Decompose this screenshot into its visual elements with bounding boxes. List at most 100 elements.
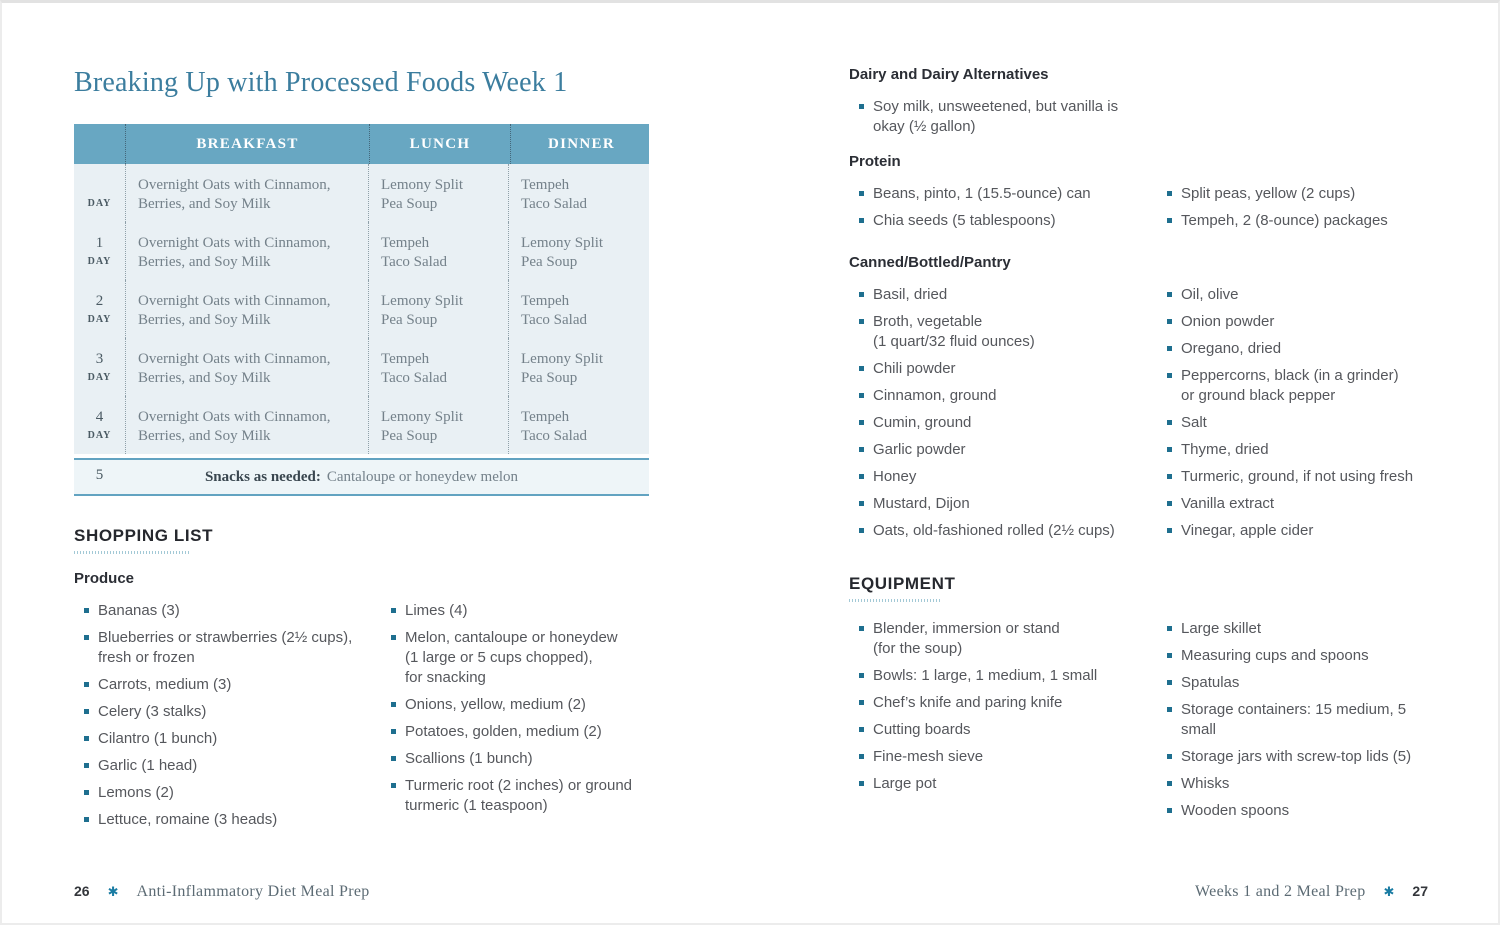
list-item: Whisks [1157, 774, 1431, 794]
list-item: Beans, pinto, 1 (15.5-ounce) can [849, 184, 1157, 204]
item-text: Storage jars with screw-top lids (5) [1181, 748, 1412, 765]
list-item: Celery (3 stalks) [74, 702, 381, 722]
page-number: 26 [74, 883, 90, 899]
item-text: Limes (4) [405, 602, 468, 619]
day-label: DAY [87, 313, 112, 325]
item-text: Whisks [1181, 775, 1230, 792]
list-item: Cinnamon, ground [849, 386, 1157, 406]
lunch-cell: Tempeh Taco Salad [368, 338, 508, 396]
pantry-col-1: Basil, dried Broth, vegetable (1 quart/3… [849, 285, 1157, 548]
bullet-icon [1167, 707, 1172, 712]
day-label: DAY [87, 197, 112, 209]
meal-table-row: DAY 3 Overnight Oats with Cinnamon, Berr… [74, 280, 649, 367]
list-item: Potatoes, golden, medium (2) [381, 722, 649, 742]
item-text: Tempeh, 2 (8-ounce) packages [1181, 212, 1388, 229]
list-item: Onions, yellow, medium (2) [381, 695, 649, 715]
bullet-icon [391, 756, 396, 761]
column-header-breakfast: BREAKFAST [125, 124, 369, 164]
item-text: Onions, yellow, medium (2) [405, 696, 586, 713]
item-text: Peppercorns, black (in a grinder) or gro… [1181, 367, 1399, 404]
produce-heading: Produce [74, 570, 135, 587]
list-item: Carrots, medium (3) [74, 675, 381, 695]
page-title: Breaking Up with Processed Foods Week 1 [74, 67, 568, 98]
bullet-icon [859, 673, 864, 678]
list-item: Storage containers: 15 medium, 5 small [1157, 700, 1431, 740]
item-text: Chia seeds (5 tablespoons) [873, 212, 1056, 229]
bullet-icon [859, 420, 864, 425]
column-header-lunch: LUNCH [369, 124, 510, 164]
bullet-icon [859, 218, 864, 223]
list-item: Garlic (1 head) [74, 756, 381, 776]
dinner-cell: Tempeh Taco Salad [508, 164, 649, 222]
item-text: Vinegar, apple cider [1181, 522, 1314, 539]
lunch-cell: Lemony Split Pea Soup [368, 396, 508, 454]
item-text: Large pot [873, 775, 937, 792]
bullet-icon [1167, 680, 1172, 685]
item-text: Melon, cantaloupe or honeydew (1 large o… [405, 629, 618, 686]
bullet-icon [1167, 346, 1172, 351]
bullet-icon [1167, 528, 1172, 533]
bullet-icon [1167, 501, 1172, 506]
item-text: Blueberries or strawberries (2½ cups), f… [98, 629, 353, 666]
footer-label: Anti-Inflammatory Diet Meal Prep [136, 883, 370, 900]
item-text: Beans, pinto, 1 (15.5-ounce) can [873, 185, 1091, 202]
list-item: Bowls: 1 large, 1 medium, 1 small [849, 666, 1157, 686]
protein-col-1: Beans, pinto, 1 (15.5-ounce) can Chia se… [849, 184, 1157, 238]
meal-table-row: DAY 1 Overnight Oats with Cinnamon, Berr… [74, 164, 649, 251]
item-text: Oil, olive [1181, 286, 1239, 303]
item-text: Carrots, medium (3) [98, 676, 232, 693]
bullet-icon [859, 104, 864, 109]
bullet-icon [84, 709, 89, 714]
list-item: Blueberries or strawberries (2½ cups), f… [74, 628, 381, 668]
protein-col-2: Split peas, yellow (2 cups) Tempeh, 2 (8… [1157, 184, 1431, 238]
list-item: Storage jars with screw-top lids (5) [1157, 747, 1431, 767]
equipment-col-1: Blender, immersion or stand (for the sou… [849, 619, 1157, 828]
item-text: Measuring cups and spoons [1181, 647, 1369, 664]
equipment-col-2: Large skillet Measuring cups and spoons … [1157, 619, 1431, 828]
list-item: Limes (4) [381, 601, 649, 621]
list-item: Measuring cups and spoons [1157, 646, 1431, 666]
list-item: Split peas, yellow (2 cups) [1157, 184, 1431, 204]
equipment-heading: EQUIPMENT [849, 574, 956, 593]
item-text: Salt [1181, 414, 1207, 431]
list-item: Mustard, Dijon [849, 494, 1157, 514]
item-text: Turmeric root (2 inches) or ground turme… [405, 777, 633, 814]
meal-table-row: DAY 4 Overnight Oats with Cinnamon, Berr… [74, 338, 649, 425]
day-number: 2 [95, 292, 104, 309]
bullet-icon [1167, 191, 1172, 196]
bullet-icon [391, 729, 396, 734]
list-item: Scallions (1 bunch) [381, 749, 649, 769]
day-label: DAY [87, 429, 112, 441]
bullet-icon [391, 608, 396, 613]
list-item: Garlic powder [849, 440, 1157, 460]
list-item: Turmeric root (2 inches) or ground turme… [381, 776, 649, 816]
list-item: Thyme, dried [1157, 440, 1431, 460]
day-number: 3 [95, 350, 104, 367]
bullet-icon [859, 292, 864, 297]
list-item: Tempeh, 2 (8-ounce) packages [1157, 211, 1431, 231]
breakfast-cell: Overnight Oats with Cinnamon, Berries, a… [125, 164, 368, 222]
list-item: Soy milk, unsweetened, but vanilla is ok… [849, 97, 1431, 137]
lunch-cell: Tempeh Taco Salad [368, 222, 508, 280]
lunch-cell: Lemony Split Pea Soup [368, 164, 508, 222]
item-text: Broth, vegetable (1 quart/32 fluid ounce… [873, 313, 1035, 350]
list-item: Large skillet [1157, 619, 1431, 639]
snacks-row: Snacks as needed: Cantaloupe or honeydew… [74, 458, 649, 496]
footer-label: Weeks 1 and 2 Meal Prep [1195, 883, 1366, 900]
footer-star-icon: ✱ [107, 884, 119, 899]
day-column-header [74, 124, 125, 164]
item-text: Lemons (2) [98, 784, 174, 801]
bullet-icon [391, 702, 396, 707]
item-text: Basil, dried [873, 286, 948, 303]
list-item: Lettuce, romaine (3 heads) [74, 810, 381, 830]
footer-left: 26 ✱ Anti-Inflammatory Diet Meal Prep [74, 883, 370, 901]
list-item: Vanilla extract [1157, 494, 1431, 514]
bullet-icon [859, 700, 864, 705]
list-item: Large pot [849, 774, 1157, 794]
meal-table-row: DAY 2 Overnight Oats with Cinnamon, Berr… [74, 222, 649, 309]
day-cell: DAY 1 [74, 164, 125, 251]
bullet-icon [84, 763, 89, 768]
item-text: Oregano, dried [1181, 340, 1282, 357]
bullet-icon [859, 528, 864, 533]
page-number: 27 [1412, 883, 1428, 899]
